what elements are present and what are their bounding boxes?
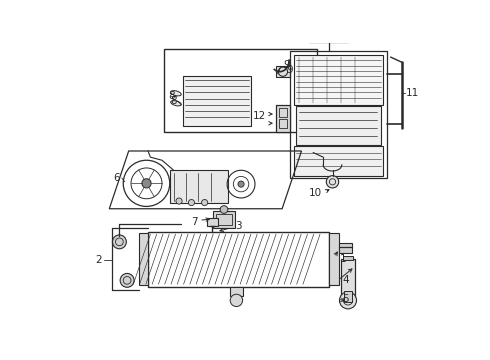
Text: 6: 6 — [113, 173, 120, 183]
Bar — [216, 214, 232, 225]
Circle shape — [340, 292, 357, 309]
Bar — [340, 243, 352, 253]
Text: 7: 7 — [192, 217, 198, 227]
Bar — [290, 51, 387, 178]
Circle shape — [188, 199, 195, 206]
Text: 12: 12 — [253, 111, 266, 121]
Bar — [294, 147, 383, 176]
Bar — [207, 218, 218, 226]
Ellipse shape — [171, 91, 181, 96]
Circle shape — [220, 206, 228, 213]
Text: 1: 1 — [340, 254, 347, 264]
Circle shape — [112, 235, 126, 249]
Text: 10: 10 — [309, 188, 322, 198]
Bar — [343, 256, 353, 260]
Ellipse shape — [171, 101, 181, 106]
Text: 5: 5 — [343, 294, 349, 304]
Text: 9: 9 — [284, 60, 290, 70]
Bar — [148, 232, 329, 287]
Bar — [341, 259, 355, 297]
Bar — [344, 291, 352, 302]
Bar — [230, 287, 243, 296]
Bar — [276, 105, 290, 132]
Text: 8: 8 — [168, 91, 175, 100]
Circle shape — [230, 294, 243, 306]
Circle shape — [326, 176, 339, 188]
Bar — [296, 106, 381, 145]
Bar — [276, 66, 290, 77]
Circle shape — [201, 199, 208, 206]
Bar — [279, 108, 287, 117]
Bar — [164, 49, 317, 132]
Text: 3: 3 — [236, 221, 242, 231]
Circle shape — [142, 179, 151, 188]
Circle shape — [120, 274, 134, 287]
Text: 8: 8 — [170, 96, 176, 106]
Text: 2: 2 — [95, 255, 102, 265]
Bar — [213, 211, 235, 228]
Bar — [170, 170, 228, 203]
Bar — [279, 119, 287, 128]
Bar — [329, 233, 340, 285]
Bar — [139, 233, 148, 285]
Circle shape — [238, 181, 244, 187]
Circle shape — [176, 198, 182, 204]
Text: 4: 4 — [343, 275, 349, 285]
Bar — [294, 55, 383, 105]
Text: 11: 11 — [406, 88, 419, 98]
Bar — [183, 76, 251, 126]
Text: 9: 9 — [286, 65, 293, 75]
